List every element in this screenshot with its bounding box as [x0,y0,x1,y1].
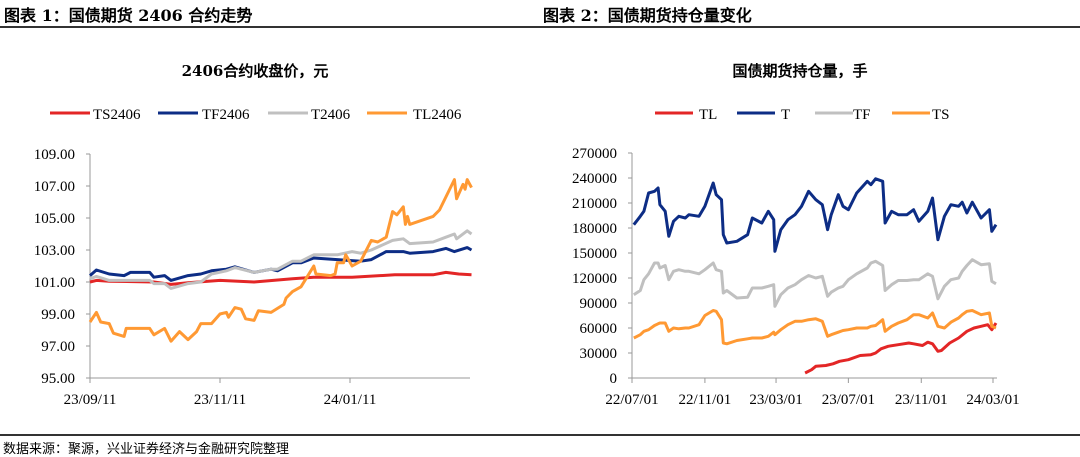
price-chart: 95.00 97.00 99.00 101.00 103.00 105.00 107.00 1… [34,107,473,408]
y-tick-label: 101.00 [34,275,75,291]
figure1-header: 图表 1：国债期货 2406 合约走势 [4,6,253,25]
y-tick-label: 95.00 [41,371,75,387]
y-tick-label: 30000 [580,346,618,362]
y-tick-label: 180000 [572,221,617,237]
y-tick-label: 105.00 [34,211,75,227]
legend-label-tf: TF [853,107,871,123]
y-tick-label: 150000 [572,246,617,262]
header-divider [0,26,1080,28]
series-line-tl [804,322,998,375]
y-tick-label: 97.00 [41,339,75,355]
legend-label-ts2406: TS2406 [93,107,141,123]
x-tick-label: 23/03/01 [749,392,802,408]
x-tick-label: 22/07/01 [605,392,658,408]
y-tick-label: 99.00 [41,307,75,323]
x-tick-label: 23/11/11 [194,392,246,408]
x-tick-label: 23/11/01 [895,392,948,408]
y-tick-label: 270000 [572,146,617,162]
legend-label-t: T [781,107,790,123]
figure1-chart-title: 2406合约收盘价，元 [181,62,329,80]
y-tick-label: 109.00 [34,147,75,163]
y-tick-label: 210000 [572,196,617,212]
series-line-ts2406 [89,270,472,286]
legend-label-tl2406: TL2406 [413,107,462,123]
x-tick-label: 24/01/11 [324,392,377,408]
series-line-t2406 [89,229,473,290]
y-tick-label: 90000 [580,296,618,312]
y-tick-label: 120000 [572,271,617,287]
legend-label-ts: TS [932,107,950,123]
x-tick-label: 23/09/11 [64,392,117,408]
x-tick-label: 24/03/01 [966,392,1019,408]
series-line-tl2406 [88,178,473,343]
figure2-chart-title: 国债期货持仓量，手 [732,62,868,80]
source-note: 数据来源：聚源，兴业证券经济与金融研究院整理 [3,442,290,457]
y-tick-label: 107.00 [34,179,75,195]
y-tick-label: 0 [610,371,618,387]
y-tick-label: 103.00 [34,243,75,259]
legend-label-tl: TL [699,107,717,123]
legend-label-tf2406: TF2406 [202,107,250,123]
x-tick-label: 22/11/01 [679,392,732,408]
figure2-header: 图表 2：国债期货持仓量变化 [543,6,752,25]
series-line-ts [633,309,997,346]
legend-label-t2406: T2406 [311,107,351,123]
series-line-tf [632,258,997,308]
series-line-t [632,177,998,253]
y-tick-label: 60000 [580,321,618,337]
oi-chart: 0 30000 60000 90000 120000 150000 180000 210000… [572,107,1020,408]
x-tick-label: 23/07/01 [822,392,875,408]
footer-divider [0,434,1080,436]
y-tick-label: 240000 [572,171,617,187]
